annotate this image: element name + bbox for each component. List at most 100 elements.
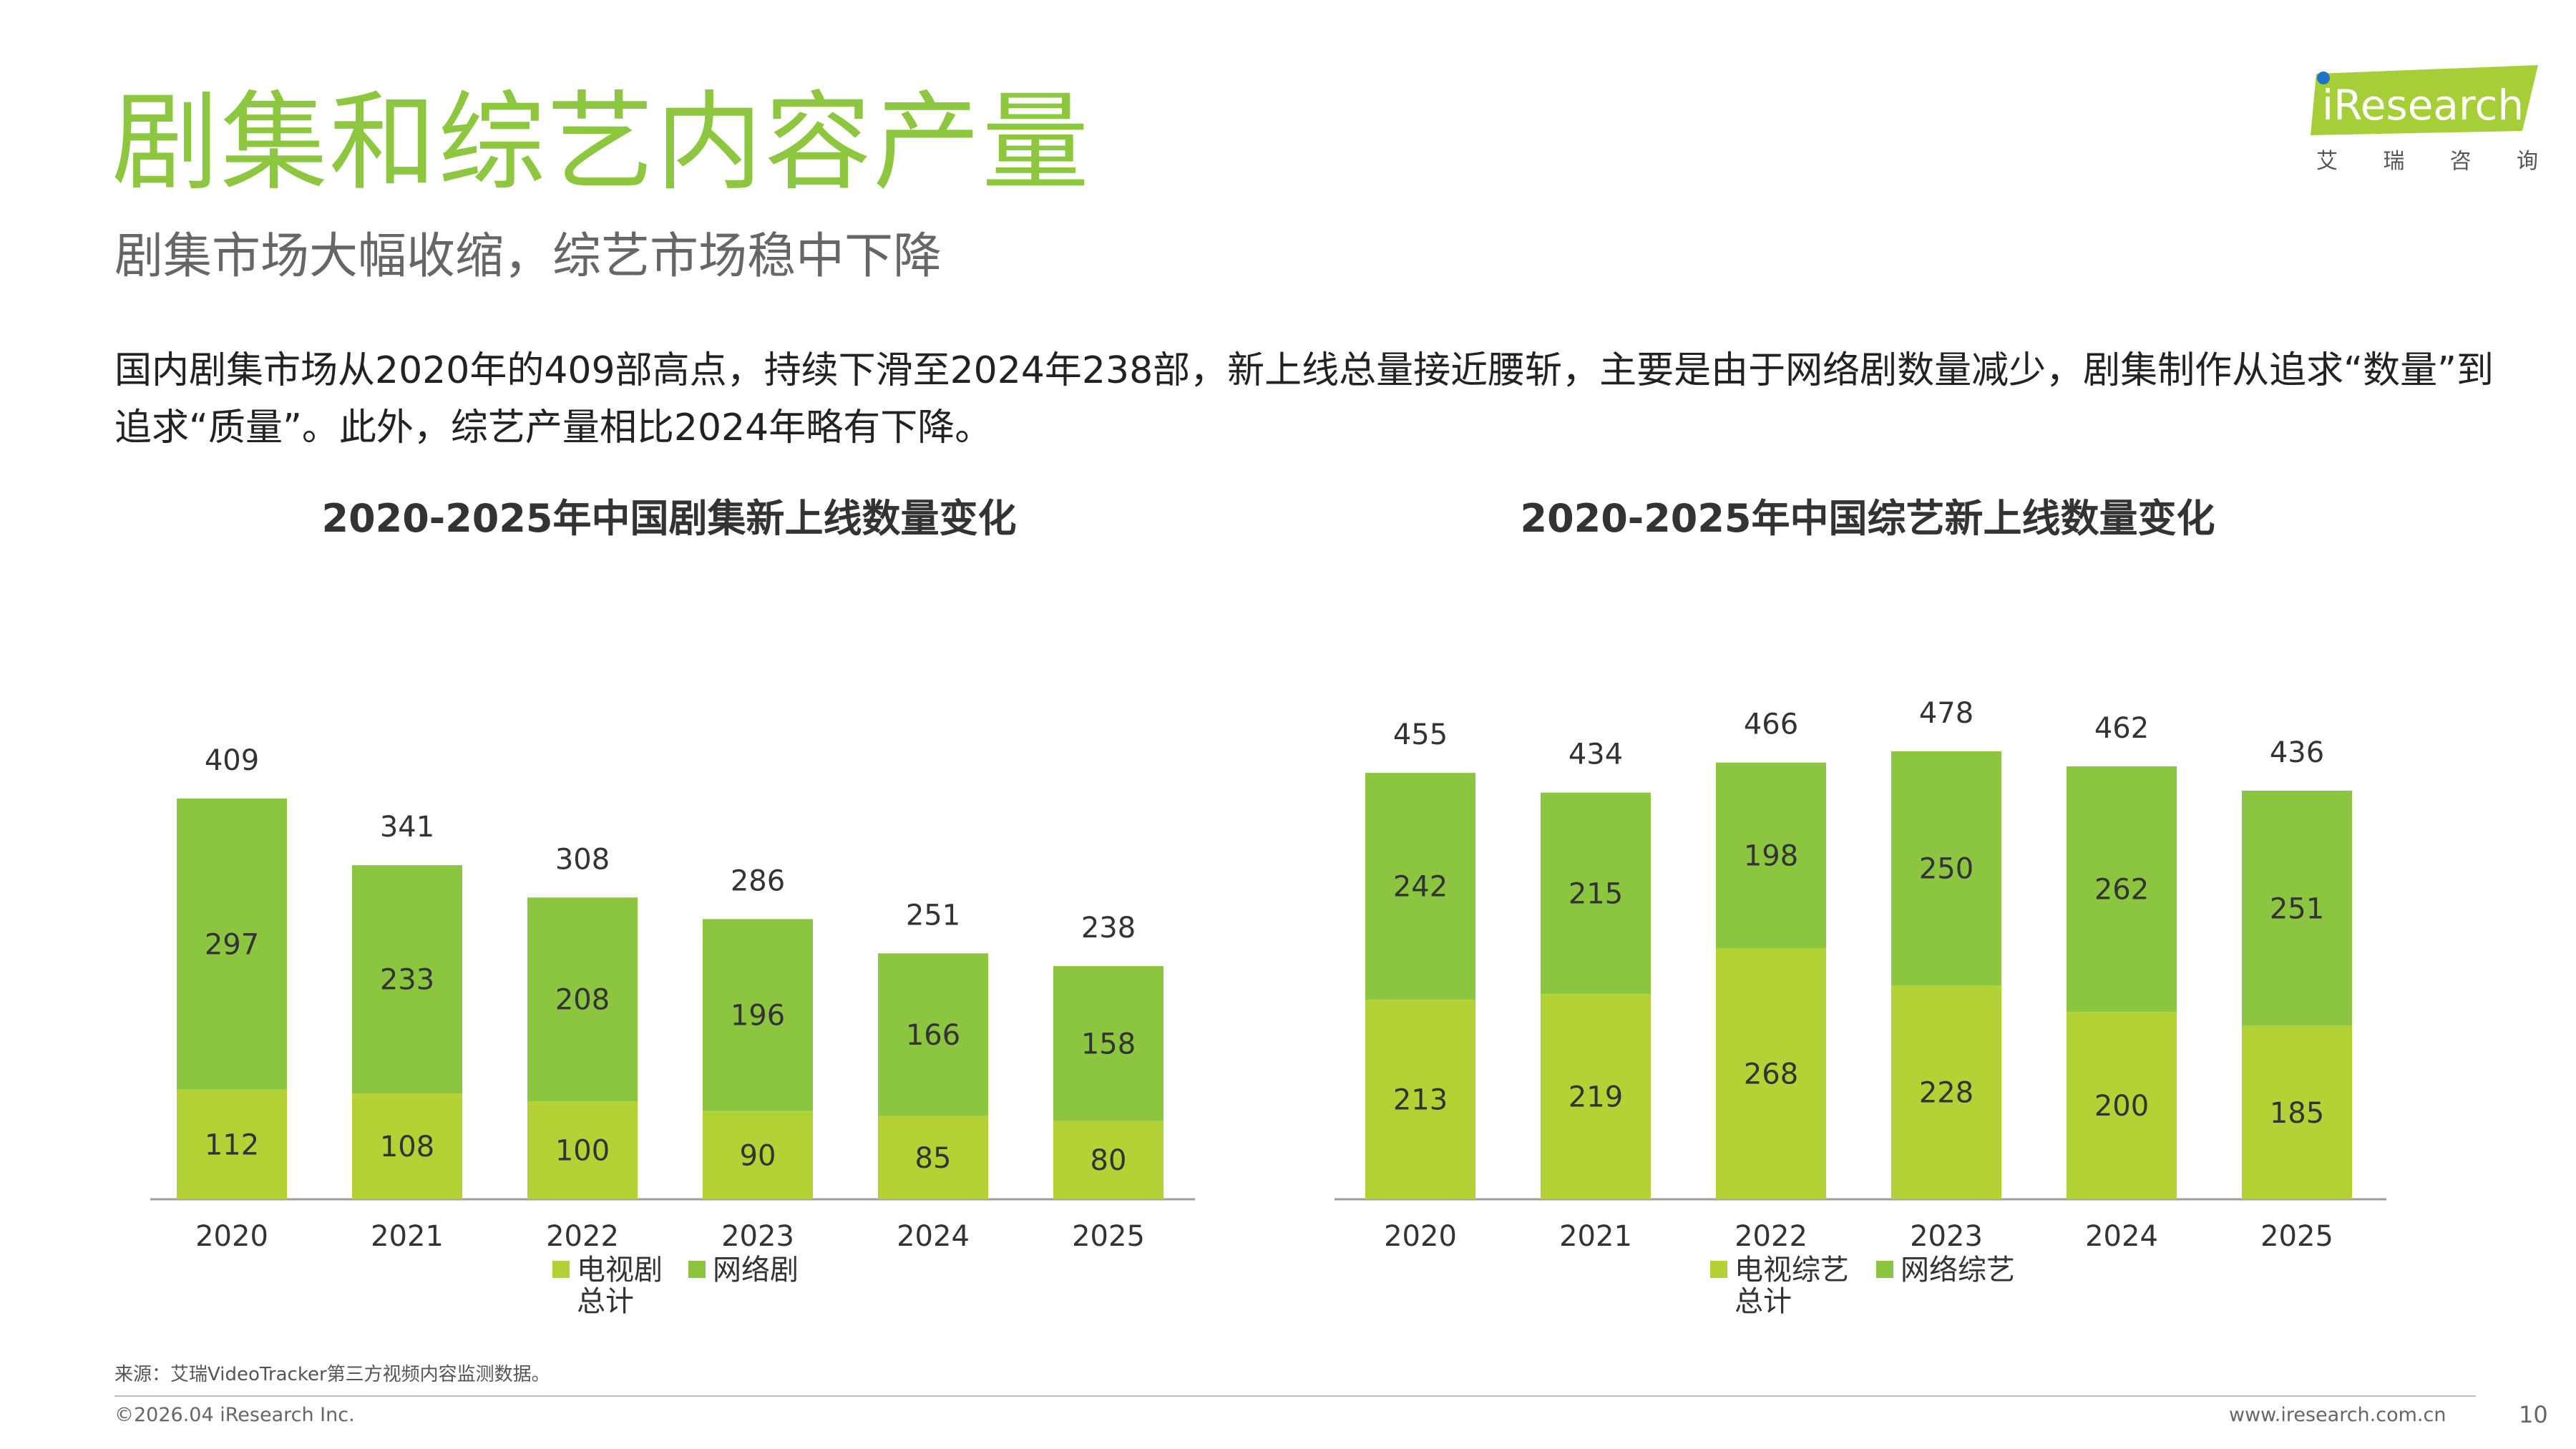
page-subtitle: 剧集市场大幅收缩，综艺市场稳中下降 [114,228,942,285]
legend-total-label: 总计 [1735,1285,1792,1318]
total-label: 341 [380,811,434,844]
logo-tagline-char: 艾 [2316,149,2338,174]
logo-tagline-char: 咨 [2449,149,2472,174]
data-label: 100 [555,1135,610,1168]
total-label: 286 [731,864,785,897]
data-label: 185 [2270,1097,2324,1130]
logo-dot [2317,72,2330,84]
x-tick-label: 2025 [2260,1220,2333,1253]
data-label: 90 [740,1139,776,1172]
bar-segment [1053,1121,1163,1199]
logo-text: iResearch [2322,81,2524,130]
bar-segment [2242,791,2352,1026]
data-label: 297 [205,928,259,961]
legend-label: 电视剧 [577,1254,663,1287]
total-label: 455 [1393,718,1448,751]
page-title: 剧集和综艺内容产量 [112,81,1091,205]
website-link[interactable]: www.iresearch.com.cn [2229,1404,2446,1426]
data-label: 208 [555,984,610,1017]
data-label: 166 [906,1019,960,1052]
bar-segment [1716,948,1826,1199]
data-label: 262 [2094,874,2149,907]
bar-segment [878,953,988,1116]
bar-segment [2067,766,2177,1013]
logo-tagline: 艾 瑞 咨 询 [2316,143,2538,175]
logo-tagline-char: 询 [2516,149,2538,174]
bar-segment [177,799,287,1090]
bar-segment [352,865,462,1094]
x-tick-label: 2024 [897,1220,970,1253]
total-label: 409 [205,744,259,777]
data-label: 250 [1919,853,1974,886]
bar-segment [1716,762,1826,949]
footer-divider [114,1395,2476,1397]
data-label: 228 [1919,1077,1974,1110]
bar-segment [2242,1025,2352,1199]
x-tick-label: 2021 [1559,1220,1632,1253]
bar-segment [1053,966,1163,1121]
total-label: 308 [555,843,610,876]
chart-title-variety: 2020-2025年中国综艺新上线数量变化 [1520,496,2215,541]
data-label: 233 [380,964,434,997]
legend-swatch [1710,1261,1727,1278]
bar-segment [703,919,813,1111]
x-tick-label: 2022 [546,1220,619,1253]
total-label: 462 [2094,712,2149,745]
legend-label: 网络剧 [713,1254,799,1287]
data-label: 80 [1091,1144,1127,1177]
data-label: 198 [1744,839,1798,872]
bar-segment [878,1116,988,1199]
page-number: 10 [2519,1401,2548,1428]
drama-chart: 112 297 409 2020 108 233 341 2021 100 208 308 2022 9… [150,744,1195,1318]
intro-paragraph: 国内剧集市场从2020年的409部高点，持续下滑至2024年238部，新上线总量… [114,349,2494,449]
x-tick-label: 2021 [371,1220,444,1253]
legend-swatch [552,1261,570,1278]
data-label: 268 [1744,1058,1798,1091]
total-label: 434 [1568,738,1623,771]
data-label: 242 [1393,871,1448,904]
total-label: 436 [2270,736,2324,769]
legend-label: 电视综艺 [1735,1254,1849,1287]
source-note: 来源：艾瑞VideoTracker第三方视频内容监测数据。 [114,1364,550,1385]
total-label: 478 [1919,697,1974,730]
x-tick-label: 2020 [195,1220,268,1253]
bar-segment [527,1101,638,1199]
bar-segment [352,1093,462,1199]
bar-segment [1365,773,1475,1000]
data-label: 219 [1568,1081,1623,1114]
total-label: 466 [1744,708,1798,741]
total-label: 238 [1081,912,1136,945]
legend-swatch [1876,1261,1893,1278]
data-label: 213 [1393,1084,1448,1117]
bar-segment [527,897,638,1102]
total-label: 251 [906,899,960,932]
x-tick-label: 2023 [1910,1220,1983,1253]
bar-segment [1541,792,1651,995]
bar-segment [1541,994,1651,1199]
legend-label: 网络综艺 [1901,1254,2015,1287]
legend-swatch [688,1261,706,1278]
bar-segment [1891,985,2001,1199]
bar-segment [703,1111,813,1199]
x-tick-label: 2023 [721,1220,794,1253]
variety-chart: 213 242 455 2020 219 215 434 2021 268 198 466 2022 2… [1335,697,2386,1318]
data-label: 158 [1081,1028,1136,1060]
data-label: 200 [2094,1090,2149,1123]
bar-segment [1365,1000,1475,1199]
logo-background [2311,65,2538,135]
data-label: 108 [380,1131,434,1163]
data-label: 215 [1568,877,1623,910]
x-tick-label: 2020 [1384,1220,1457,1253]
legend-total-label: 总计 [577,1285,634,1318]
bar-segment [2067,1012,2177,1199]
x-tick-label: 2022 [1735,1220,1807,1253]
data-label: 85 [915,1142,952,1175]
chart-title-drama: 2020-2025年中国剧集新上线数量变化 [321,496,1017,541]
x-tick-label: 2024 [2085,1220,2158,1253]
data-label: 251 [2270,892,2324,925]
x-tick-label: 2025 [1072,1220,1145,1253]
data-label: 112 [205,1128,259,1161]
copyright: ©2026.04 iResearch Inc. [114,1404,355,1426]
logo-tagline-char: 瑞 [2383,149,2405,174]
bar-segment [1891,751,2001,986]
